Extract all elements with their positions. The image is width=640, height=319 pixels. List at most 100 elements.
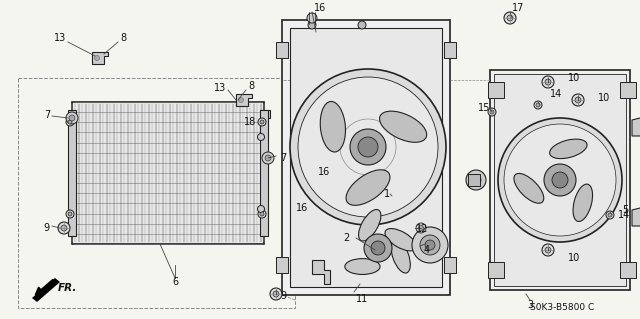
Polygon shape: [312, 260, 330, 284]
Text: FR.: FR.: [58, 283, 77, 293]
Ellipse shape: [385, 229, 417, 251]
Ellipse shape: [550, 139, 587, 159]
Text: 8: 8: [248, 81, 254, 91]
Circle shape: [68, 120, 72, 124]
Text: 16: 16: [296, 203, 308, 213]
Text: 10: 10: [568, 253, 580, 263]
Circle shape: [490, 110, 494, 114]
Polygon shape: [260, 110, 270, 140]
Bar: [282, 20, 450, 295]
Bar: [490, 70, 630, 290]
FancyArrowPatch shape: [36, 280, 53, 295]
Circle shape: [257, 133, 264, 140]
Circle shape: [542, 76, 554, 88]
Circle shape: [260, 120, 264, 124]
Ellipse shape: [514, 174, 544, 203]
Circle shape: [270, 288, 282, 300]
Text: 2: 2: [344, 233, 350, 243]
Polygon shape: [236, 94, 252, 106]
Circle shape: [536, 103, 540, 107]
Text: 13: 13: [214, 83, 226, 93]
Text: 7: 7: [280, 153, 286, 163]
Circle shape: [420, 235, 440, 255]
Bar: [468, 174, 480, 186]
Text: 6: 6: [172, 277, 178, 287]
Circle shape: [507, 15, 513, 21]
Circle shape: [412, 227, 448, 263]
Circle shape: [504, 12, 516, 24]
Circle shape: [606, 211, 614, 219]
Bar: [620, 262, 636, 278]
Text: 11: 11: [356, 294, 368, 304]
Text: 3: 3: [527, 300, 533, 310]
Circle shape: [358, 137, 378, 157]
Polygon shape: [632, 205, 640, 230]
Text: 10: 10: [568, 73, 580, 83]
Bar: [488, 82, 504, 98]
Circle shape: [66, 118, 74, 126]
Circle shape: [471, 175, 481, 185]
Text: 17: 17: [512, 3, 524, 13]
Circle shape: [488, 108, 496, 116]
Text: 9: 9: [44, 223, 50, 233]
Text: 16: 16: [318, 167, 330, 177]
Circle shape: [265, 155, 271, 161]
Text: 16: 16: [314, 3, 326, 13]
Bar: [68, 110, 76, 236]
Circle shape: [58, 222, 70, 234]
Circle shape: [575, 97, 581, 103]
Circle shape: [545, 79, 551, 85]
Text: 8: 8: [120, 33, 126, 43]
Text: 14: 14: [550, 89, 563, 99]
Bar: [488, 262, 504, 278]
Text: 12: 12: [416, 224, 428, 234]
Polygon shape: [632, 115, 640, 140]
Circle shape: [425, 240, 435, 250]
Circle shape: [68, 212, 72, 216]
Text: 9: 9: [280, 291, 286, 301]
Circle shape: [504, 124, 616, 236]
Circle shape: [262, 152, 274, 164]
Circle shape: [466, 170, 486, 190]
Bar: [494, 74, 626, 286]
Circle shape: [542, 244, 554, 256]
Bar: [260, 110, 268, 236]
Ellipse shape: [573, 184, 593, 221]
Circle shape: [419, 226, 424, 231]
Polygon shape: [92, 52, 108, 64]
Text: 13: 13: [54, 33, 66, 43]
Circle shape: [545, 247, 551, 253]
Circle shape: [258, 210, 266, 218]
Circle shape: [358, 21, 366, 29]
Bar: [276, 42, 288, 58]
Circle shape: [298, 77, 438, 217]
Bar: [276, 257, 288, 273]
Text: 10: 10: [598, 93, 611, 103]
Text: 18: 18: [244, 117, 256, 127]
Circle shape: [308, 21, 316, 29]
Text: 14: 14: [618, 210, 630, 220]
Polygon shape: [32, 278, 60, 302]
Circle shape: [260, 212, 264, 216]
Bar: [620, 82, 636, 98]
Circle shape: [534, 101, 542, 109]
Circle shape: [572, 94, 584, 106]
Ellipse shape: [320, 101, 346, 152]
Bar: [290, 28, 442, 287]
Text: 15: 15: [478, 103, 490, 113]
Circle shape: [239, 98, 243, 102]
Ellipse shape: [345, 259, 380, 274]
Ellipse shape: [391, 240, 410, 273]
Bar: [72, 102, 264, 244]
Circle shape: [416, 223, 426, 233]
Circle shape: [290, 69, 446, 225]
Circle shape: [66, 112, 78, 124]
Circle shape: [307, 13, 317, 23]
Text: 1: 1: [384, 189, 390, 199]
Ellipse shape: [358, 210, 381, 241]
Circle shape: [69, 115, 75, 121]
Text: 7: 7: [44, 110, 50, 120]
Circle shape: [350, 129, 386, 165]
Circle shape: [498, 118, 622, 242]
Circle shape: [257, 205, 264, 212]
